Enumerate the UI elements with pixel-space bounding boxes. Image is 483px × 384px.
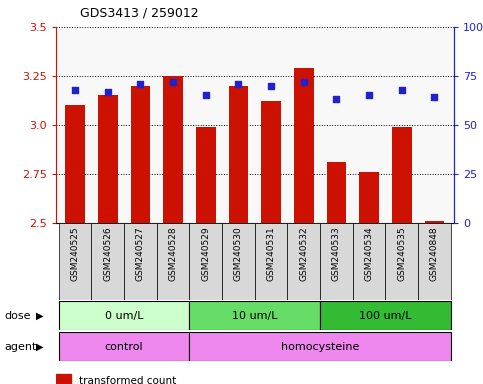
- Bar: [189, 223, 222, 300]
- Text: transformed count: transformed count: [79, 376, 176, 384]
- Text: 0 um/L: 0 um/L: [105, 311, 143, 321]
- Bar: [163, 76, 183, 223]
- Bar: [124, 223, 157, 300]
- Bar: [157, 223, 189, 300]
- Bar: [131, 86, 150, 223]
- Bar: [56, 374, 71, 384]
- Bar: [189, 332, 451, 361]
- Bar: [65, 105, 85, 223]
- Point: [202, 92, 210, 98]
- Text: GSM240533: GSM240533: [332, 227, 341, 281]
- Bar: [353, 223, 385, 300]
- Bar: [294, 68, 313, 223]
- Bar: [59, 223, 91, 300]
- Bar: [327, 162, 346, 223]
- Bar: [91, 223, 124, 300]
- Bar: [255, 223, 287, 300]
- Point: [300, 79, 308, 85]
- Bar: [418, 223, 451, 300]
- Bar: [359, 172, 379, 223]
- Text: ▶: ▶: [36, 311, 44, 321]
- Text: GSM240532: GSM240532: [299, 227, 308, 281]
- Bar: [59, 301, 189, 330]
- Bar: [59, 332, 189, 361]
- Bar: [320, 223, 353, 300]
- Text: GSM240525: GSM240525: [71, 227, 80, 281]
- Bar: [196, 127, 215, 223]
- Point: [235, 81, 242, 87]
- Point: [71, 86, 79, 93]
- Point: [104, 88, 112, 94]
- Text: GSM240528: GSM240528: [169, 227, 178, 281]
- Point: [169, 79, 177, 85]
- Bar: [425, 221, 444, 223]
- Bar: [98, 96, 117, 223]
- Text: homocysteine: homocysteine: [281, 341, 359, 352]
- Bar: [261, 101, 281, 223]
- Point: [398, 86, 406, 93]
- Bar: [385, 223, 418, 300]
- Bar: [228, 86, 248, 223]
- Text: 10 um/L: 10 um/L: [232, 311, 278, 321]
- Text: GDS3413 / 259012: GDS3413 / 259012: [80, 6, 199, 19]
- Text: GSM240535: GSM240535: [397, 227, 406, 281]
- Text: GSM240848: GSM240848: [430, 227, 439, 281]
- Text: GSM240534: GSM240534: [365, 227, 373, 281]
- Text: 100 um/L: 100 um/L: [359, 311, 412, 321]
- Text: GSM240530: GSM240530: [234, 227, 243, 281]
- Bar: [287, 223, 320, 300]
- Bar: [392, 127, 412, 223]
- Point: [137, 81, 144, 87]
- Bar: [222, 223, 255, 300]
- Text: control: control: [105, 341, 143, 352]
- Text: GSM240527: GSM240527: [136, 227, 145, 281]
- Text: dose: dose: [5, 311, 31, 321]
- Bar: [189, 301, 320, 330]
- Text: GSM240531: GSM240531: [267, 227, 276, 281]
- Text: GSM240526: GSM240526: [103, 227, 113, 281]
- Point: [430, 94, 438, 101]
- Text: GSM240529: GSM240529: [201, 227, 210, 281]
- Point: [365, 92, 373, 98]
- Text: agent: agent: [5, 341, 37, 352]
- Point: [267, 83, 275, 89]
- Bar: [320, 301, 451, 330]
- Point: [333, 96, 341, 103]
- Text: ▶: ▶: [36, 341, 44, 352]
